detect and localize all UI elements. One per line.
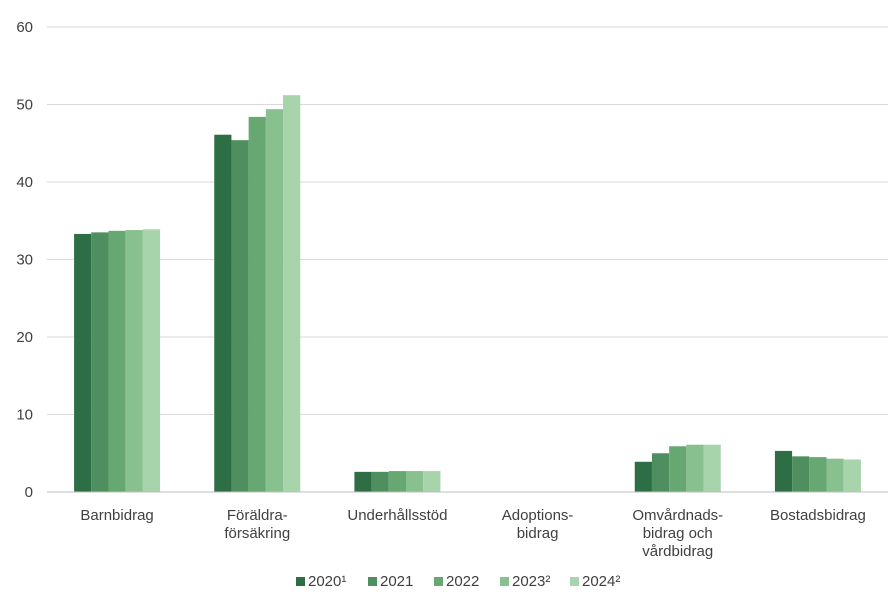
bar — [91, 232, 109, 492]
y-tick-label: 60 — [16, 19, 33, 36]
category-label: Omvårdnads- — [632, 507, 723, 524]
category-label: Bostadsbidrag — [770, 507, 866, 524]
category-label: Barnbidrag — [80, 507, 153, 524]
category-label: bidrag — [517, 525, 559, 542]
bar — [371, 471, 389, 492]
bar — [354, 471, 372, 492]
bar — [792, 456, 810, 492]
bar — [231, 140, 249, 492]
bar — [651, 453, 670, 492]
bar — [248, 116, 266, 493]
bar — [686, 444, 704, 492]
legend-swatch — [368, 577, 377, 586]
bars — [74, 95, 861, 493]
bar — [108, 230, 126, 492]
y-tick-label: 30 — [16, 252, 33, 269]
bar — [843, 459, 861, 492]
category-labels: Barnbidrag Föräldra-försäkring Underhållss… — [80, 507, 865, 560]
category-label: Adoptions- — [502, 507, 574, 524]
legend: 2020¹ 2021 2022 2023² 2024² — [296, 573, 620, 590]
bar — [283, 95, 301, 492]
bar — [774, 450, 793, 492]
bar — [406, 471, 424, 492]
category-label: Underhållsstöd — [347, 507, 447, 524]
legend-swatch — [570, 577, 579, 586]
legend-label: 2024² — [582, 573, 620, 590]
category-label: försäkring — [224, 525, 290, 542]
y-tick-label: 20 — [16, 329, 33, 346]
gridlines — [47, 26, 888, 415]
y-tick-label: 40 — [16, 174, 33, 191]
legend-swatch — [434, 577, 443, 586]
legend-label: 2023² — [512, 573, 550, 590]
legend-label: 2021 — [380, 573, 413, 590]
bar — [265, 109, 284, 493]
bar — [388, 471, 407, 492]
legend-swatch — [500, 577, 509, 586]
legend-swatch — [296, 577, 305, 586]
bar — [142, 229, 161, 492]
legend-label: 2022 — [446, 573, 479, 590]
bar — [669, 446, 687, 492]
category-label: vårdbidrag — [642, 543, 713, 560]
y-tick-label: 0 — [25, 484, 33, 501]
bar — [809, 457, 827, 492]
y-tick-label: 50 — [16, 97, 33, 114]
bar — [634, 461, 652, 492]
bar — [423, 471, 441, 492]
category-label: bidrag och — [643, 525, 713, 542]
bar — [74, 233, 92, 493]
bar — [125, 230, 143, 493]
bar — [703, 444, 721, 492]
bar — [826, 458, 844, 492]
category-label: Föräldra- — [227, 507, 288, 524]
legend-label: 2020¹ — [308, 573, 346, 590]
y-axis-tick-labels: 0 10 20 30 40 50 60 — [16, 19, 33, 501]
y-tick-label: 10 — [16, 407, 33, 424]
bar — [214, 134, 232, 492]
